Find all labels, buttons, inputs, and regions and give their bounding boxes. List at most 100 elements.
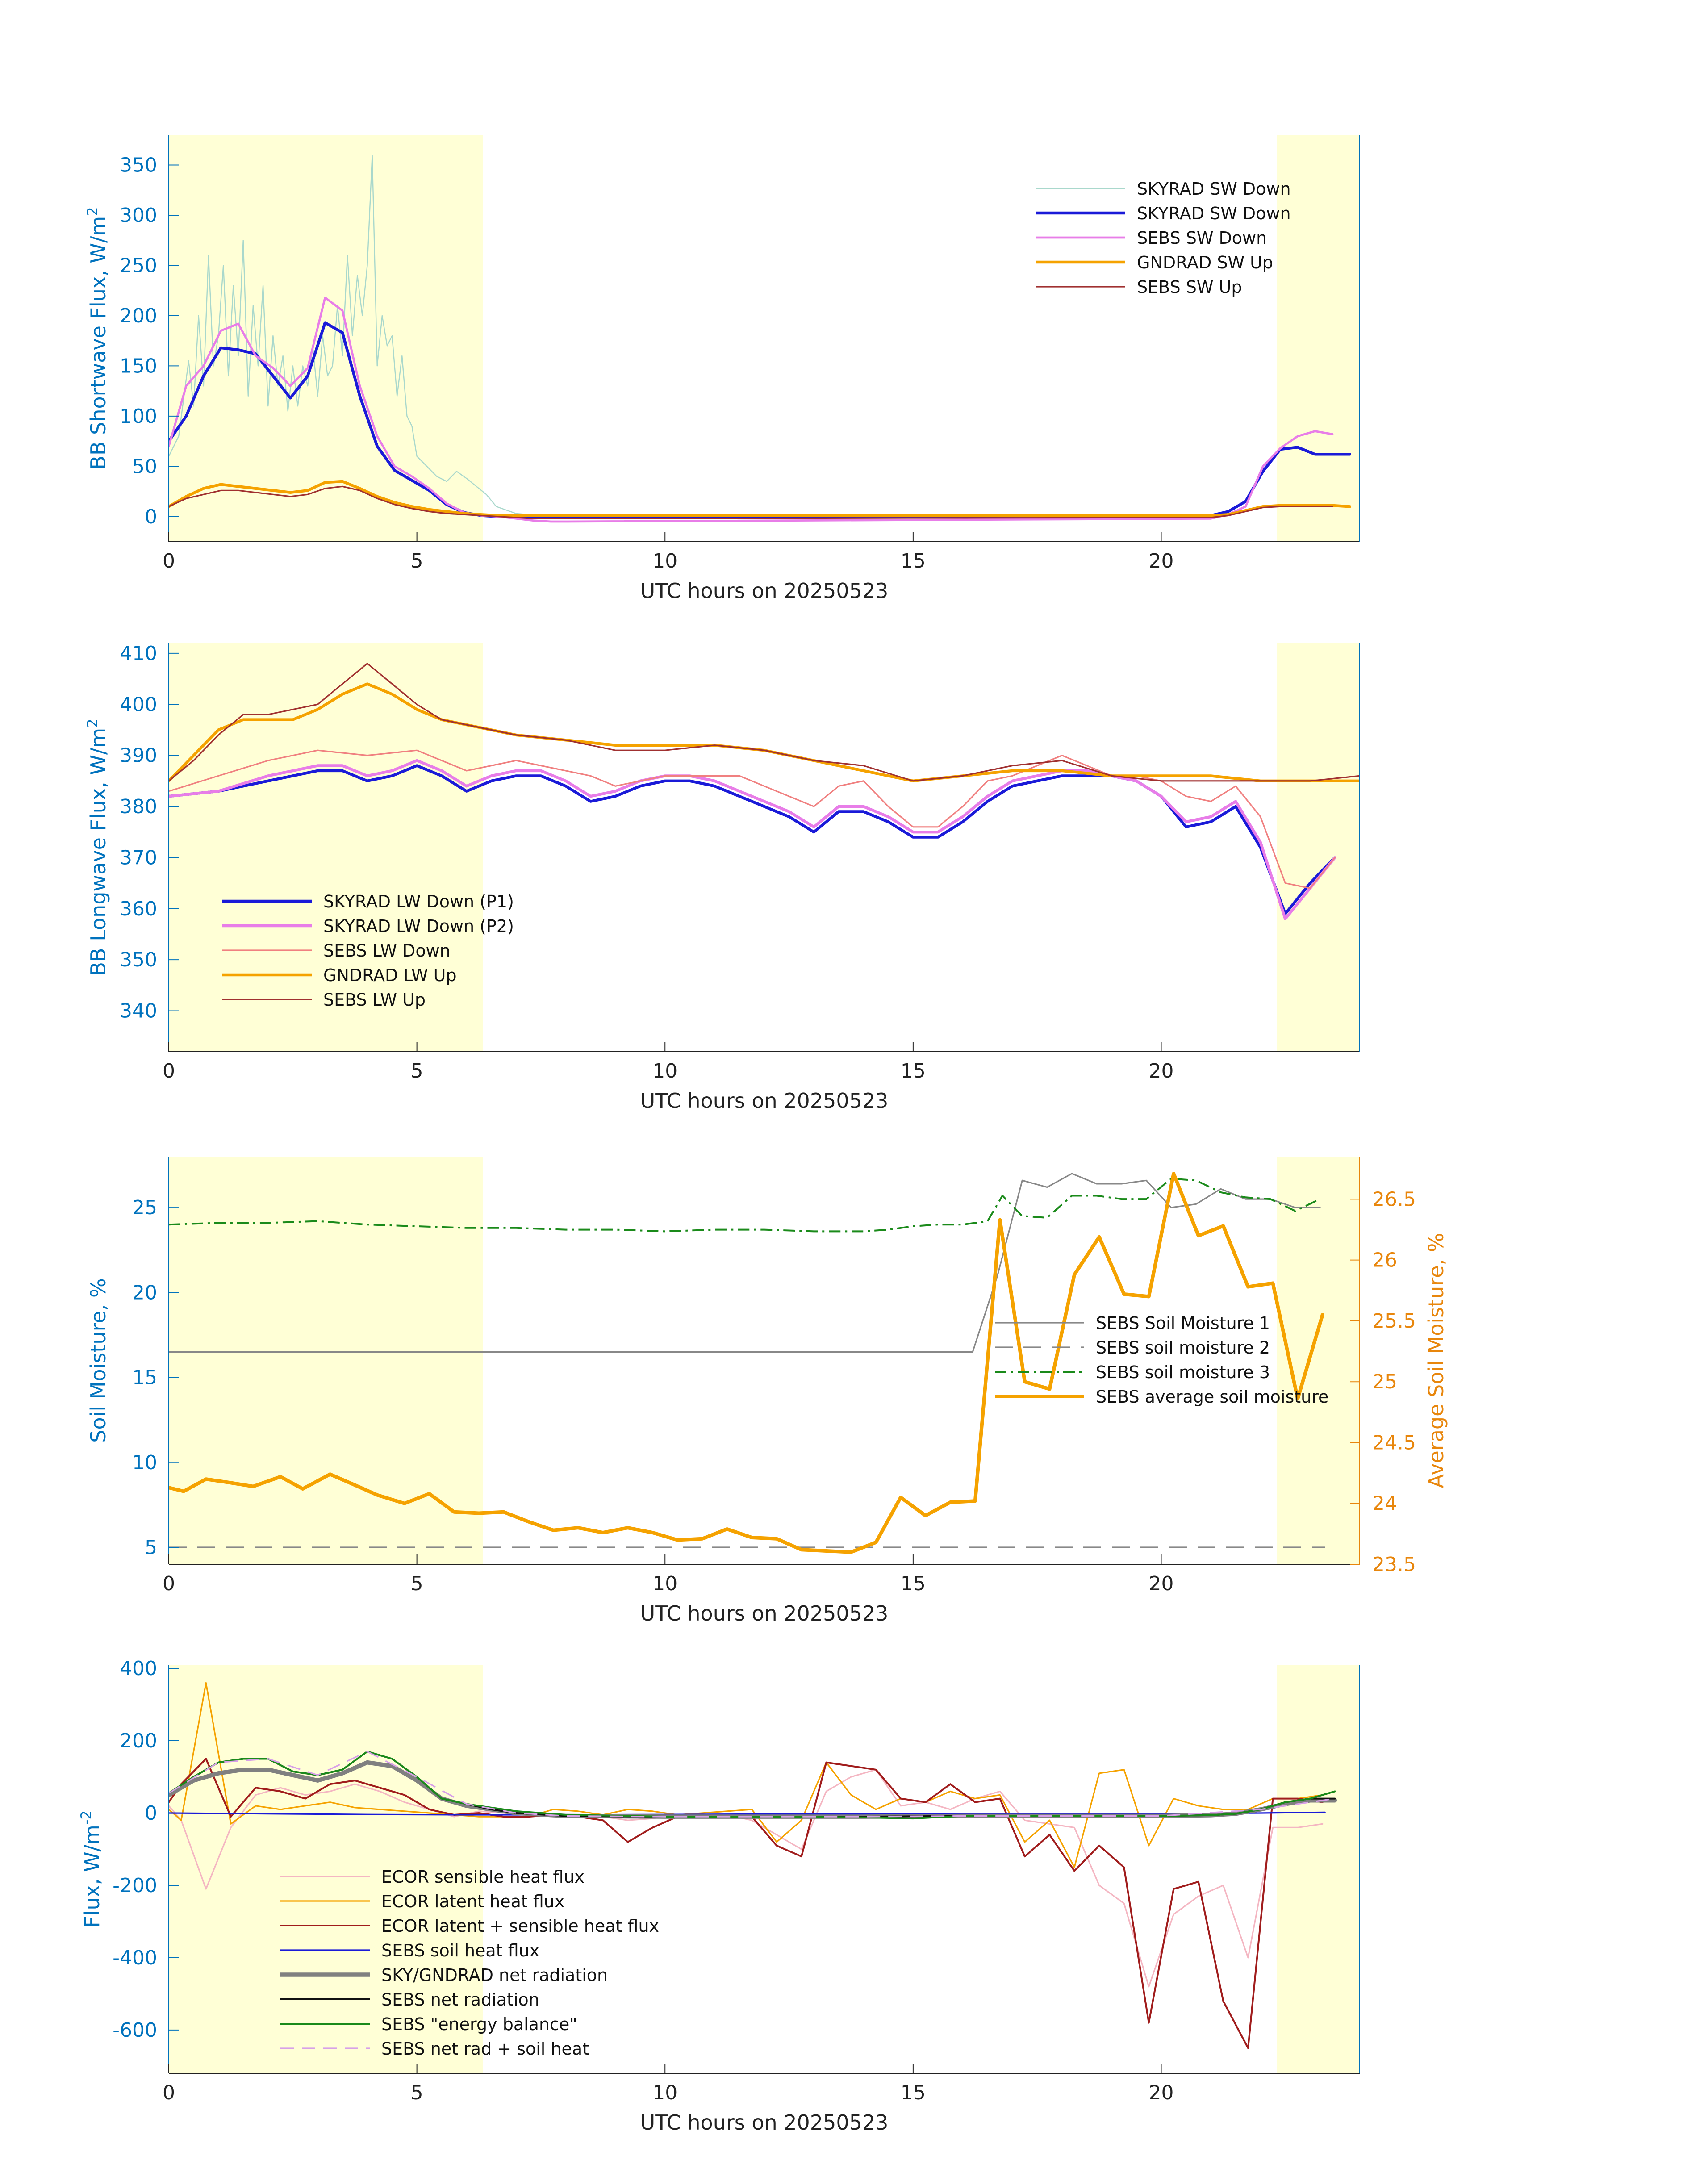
x-axis-label: UTC hours on 20250523 [640,1601,889,1625]
y-axis-label-superscript: -2 [78,1810,95,1825]
x-tick-label: 5 [411,2081,423,2104]
y-tick-label: 20 [132,1281,157,1304]
y-tick-label: 350 [120,154,157,176]
x-tick-label: 15 [901,550,926,572]
legend-label-sebs-average-soil-moisture: SEBS average soil moisture [1096,1387,1328,1407]
y-tick-label: 25 [132,1196,157,1219]
y-tick-label: 360 [120,898,157,920]
x-axis-label: UTC hours on 20250523 [640,579,889,603]
y-tick-label: 380 [120,795,157,818]
legend-label-ecor-latent-sensible-heat-flux: ECOR latent + sensible heat flux [381,1916,659,1936]
y-axis-label: Flux, W/m-2 [78,1810,104,1928]
series-line-sebs-soil-heat-flux [169,1811,1326,1816]
legend-label-sebs-energy-balance: SEBS "energy balance" [381,2014,577,2034]
x-tick-label: 10 [652,2081,677,2104]
y-tick-label: -600 [113,2019,157,2042]
legend-label-skyrad-sw-down: SKYRAD SW Down [1137,179,1291,199]
series-line-sebs-soil-moisture-3 [169,1178,1320,1233]
night-shade-band [1277,643,1360,1052]
y-tick-label: 410 [120,642,157,665]
legend-label-skyrad-lw-down-p2: SKYRAD LW Down (P2) [323,916,514,936]
series-line-skyrad-lw-down-p2 [169,759,1336,920]
legend-label-sebs-net-rad-soil-heat: SEBS net rad + soil heat [381,2039,589,2059]
x-tick-label: 0 [163,1572,175,1595]
x-tick-label: 5 [411,1572,423,1595]
legend-label-skyrad-sw-down: SKYRAD SW Down [1137,204,1291,223]
series-line-sebs-sw-down [169,297,1334,523]
y-tick-label: 0 [145,506,157,528]
y-tick-label: 200 [120,1730,157,1752]
series-line-sebs-lw-up [169,663,1360,782]
night-shade-band [169,1665,483,2073]
x-axis-label: UTC hours on 20250523 [640,2110,889,2135]
legend: ECOR sensible heat flux ECOR latent heat … [280,1867,659,2059]
x-tick-label: 15 [901,1060,926,1082]
x-tick-label: 20 [1149,1060,1174,1082]
legend: SKYRAD SW Down SKYRAD SW Down SEBS SW Down… [1036,179,1291,297]
y-tick-label: 200 [120,305,157,327]
y-tick-label: 370 [120,846,157,869]
y-axis-label-superscript: 2 [84,719,101,727]
x-tick-label: 20 [1149,550,1174,572]
y-tick-label: 0 [145,1802,157,1825]
legend-label-sebs-lw-up: SEBS LW Up [323,990,426,1010]
y-tick-label: 350 [120,949,157,971]
series-line-sebs-average-soil-moisture [169,1172,1324,1554]
right-y-tick-label: 24.5 [1372,1431,1416,1454]
x-tick-label: 20 [1149,2081,1174,2104]
soil-moisture-panel: 0 5 10 15 2051015202523.52424.52525.52626.5A… [86,1157,1448,1625]
legend-label-sebs-soil-moisture-3: SEBS soil moisture 3 [1096,1362,1270,1382]
y-tick-label: 5 [145,1536,157,1559]
y-tick-label: 100 [120,405,157,428]
legend-label-ecor-sensible-heat-flux: ECOR sensible heat flux [381,1867,585,1887]
night-shade-band [1277,1665,1360,2073]
y-axis-label: BB Shortwave Flux, W/m2 [84,207,110,469]
x-tick-label: 5 [411,1060,423,1082]
x-tick-label: 0 [163,1060,175,1082]
right-y-tick-label: 26 [1372,1249,1397,1272]
y-tick-label: 50 [132,455,157,478]
x-tick-label: 10 [652,1060,677,1082]
x-tick-label: 20 [1149,1572,1174,1595]
series-line-gndrad-sw-up [169,480,1352,517]
night-shade-band [169,135,483,542]
y-axis-label-superscript: 2 [84,207,101,216]
y-tick-label: 150 [120,355,157,377]
y-tick-label: 340 [120,1000,157,1023]
x-tick-label: 10 [652,550,677,572]
legend-label-sebs-net-radiation: SEBS net radiation [381,1990,539,2010]
x-tick-label: 15 [901,2081,926,2104]
flux-panel: 0 5 10 15 20 -600 -400 -200 0 200 400 UTC hours on … [78,1657,1360,2135]
legend-label-sebs-soil-moisture-2: SEBS soil moisture 2 [1096,1338,1270,1358]
y-tick-label: 400 [120,1657,157,1680]
legend: SEBS Soil Moisture 1 SEBS soil moisture 2… [995,1313,1328,1407]
legend-label-sebs-soil-heat-flux: SEBS soil heat flux [381,1941,539,1960]
night-shade-band [1277,135,1360,542]
right-y-tick-label: 26.5 [1372,1188,1416,1211]
legend-label-skyrad-lw-down-p1: SKYRAD LW Down (P1) [323,892,514,911]
x-tick-label: 0 [163,2081,175,2104]
legend: SKYRAD LW Down (P1) SKYRAD LW Down (P2) SE… [222,892,514,1010]
y-axis-label: Soil Moisture, % [86,1278,110,1442]
night-shade-band [169,643,483,1052]
y-tick-label: 400 [120,693,157,716]
legend-label-gndrad-sw-up: GNDRAD SW Up [1137,253,1273,272]
legend-label-ecor-latent-heat-flux: ECOR latent heat flux [381,1892,564,1911]
night-shade-band [169,1157,483,1564]
series-line-sebs-energy-balance [169,1751,1336,1820]
y-tick-label: 250 [120,254,157,277]
x-tick-label: 15 [901,1572,926,1595]
x-tick-label: 10 [652,1572,677,1595]
series-line-sebs-sw-up [169,485,1333,519]
right-y-tick-label: 25 [1372,1371,1397,1393]
legend-label-sebs-lw-down: SEBS LW Down [323,941,451,961]
legend-label-sebs-soil-moisture-1: SEBS Soil Moisture 1 [1096,1313,1270,1333]
series-line-ecor-latent-heat-flux [169,1682,1324,1868]
legend-label-sebs-sw-up: SEBS SW Up [1137,277,1242,297]
right-y-tick-label: 24 [1372,1492,1397,1515]
longwave-panel: 0 5 10 15 20 340 350 360 370 380 390 400 410 UTC hour… [84,642,1360,1113]
x-tick-label: 5 [411,550,423,572]
series-line-skyrad-sw-down [169,154,542,516]
